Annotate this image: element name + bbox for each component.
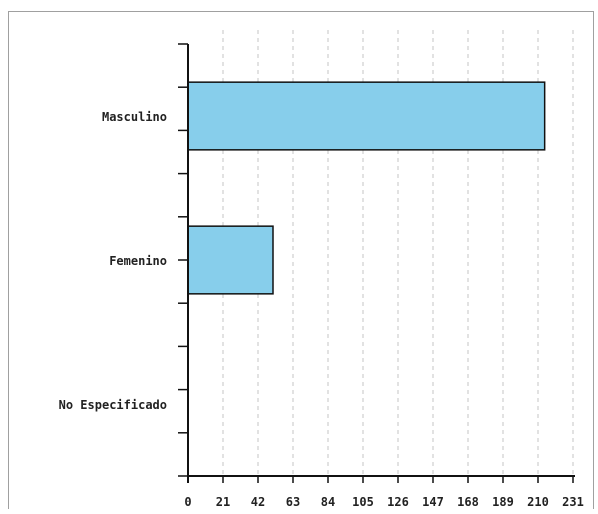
chart-frame <box>8 11 594 509</box>
category-label-femenino: Femenino <box>109 254 167 268</box>
x-tick-label-21: 21 <box>216 495 230 509</box>
category-label-masculino: Masculino <box>102 110 167 124</box>
x-tick-label-147: 147 <box>422 495 444 509</box>
x-tick-label-189: 189 <box>492 495 514 509</box>
x-tick-label-0: 0 <box>184 495 191 509</box>
bar-masculino <box>187 81 546 151</box>
x-tick-label-63: 63 <box>286 495 300 509</box>
x-tick-label-210: 210 <box>527 495 549 509</box>
x-tick-label-126: 126 <box>387 495 409 509</box>
x-tick-label-168: 168 <box>457 495 479 509</box>
x-tick-label-105: 105 <box>352 495 374 509</box>
x-tick-label-84: 84 <box>321 495 335 509</box>
bar-femenino <box>187 225 274 295</box>
x-tick-label-231: 231 <box>562 495 584 509</box>
x-tick-label-42: 42 <box>251 495 265 509</box>
category-label-no-especificado: No Especificado <box>59 398 167 412</box>
